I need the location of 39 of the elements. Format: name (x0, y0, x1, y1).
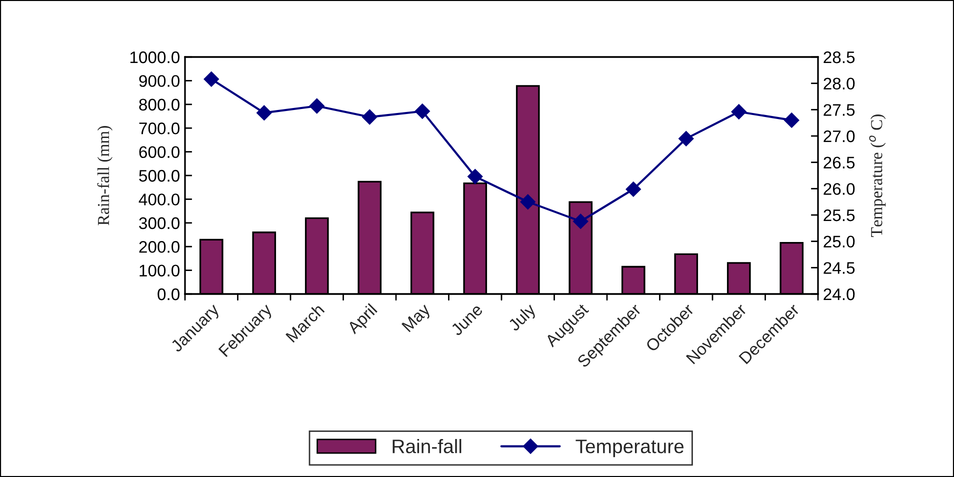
legend-label: Rain-fall (392, 438, 462, 454)
point (256, 105, 272, 120)
y-tick-label: 100.0 (140, 264, 180, 277)
point (204, 72, 219, 87)
y-axis-title: Rain-fall (mm) (97, 126, 112, 226)
y2-tick-label: 27.0 (824, 130, 855, 142)
y-tick-label: 200.0 (139, 241, 180, 253)
y2-tick-label: 26.0 (824, 183, 855, 195)
x-tick-label: May (402, 302, 434, 335)
y2-tick-label: 24.5 (824, 262, 855, 274)
point (362, 109, 378, 125)
y-tick-label: 400.0 (138, 194, 180, 206)
y-tick-label: 700.0 (139, 122, 180, 134)
y2-tick-label: 24.0 (824, 288, 855, 300)
y-tick-label: 500.0 (139, 170, 180, 182)
point (520, 194, 536, 210)
point (678, 131, 694, 146)
y-tick-label: 0.0 (158, 288, 180, 300)
y-tick-label: 300.0 (139, 217, 180, 230)
point (626, 182, 641, 197)
x-tick-label: July (507, 302, 539, 334)
y-tick-label: 900.0 (139, 75, 180, 87)
point (309, 98, 324, 114)
y2-tick-label: 26.5 (824, 156, 855, 169)
y2-tick-label: 28.5 (824, 51, 855, 64)
point (468, 168, 483, 184)
y2-tick-label: 28.0 (824, 78, 855, 90)
point (414, 104, 430, 119)
y-tick-label: 1000.0 (130, 51, 180, 64)
y-tick-label: 600.0 (139, 146, 180, 158)
y2-tick-label: 27.5 (824, 104, 855, 116)
legend-label: Temperature (576, 440, 684, 458)
y2-tick-label: 25.5 (824, 209, 855, 222)
y2-tick-label: 25.0 (824, 236, 855, 248)
point (731, 104, 746, 120)
y2-axis-title: Temperature ($^{o}$ C) (869, 114, 886, 237)
y-tick-label: 800.0 (139, 98, 180, 111)
point (573, 214, 588, 229)
point (784, 112, 800, 128)
